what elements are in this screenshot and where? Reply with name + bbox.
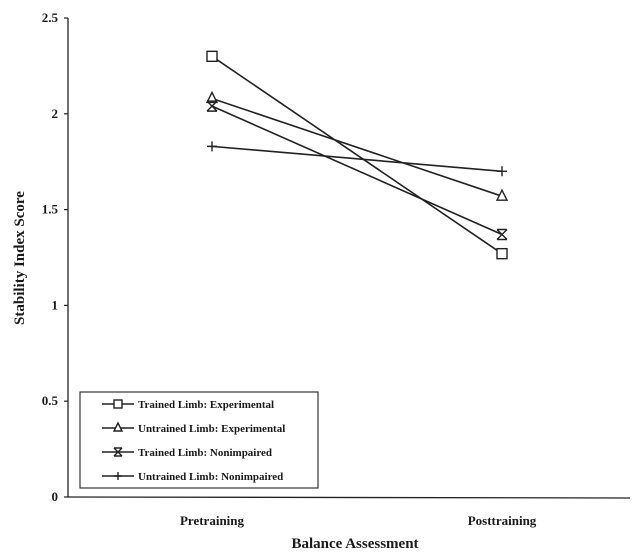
x-tick-label: Pretraining [180,513,245,528]
series-2 [205,90,509,201]
data-point-square [206,50,218,63]
data-point-triangle [205,90,219,104]
data-point-plus [497,166,507,177]
legend-item: Untrained Limb: Nonimpaired [102,471,283,483]
legend-label: Untrained Limb: Experimental [138,423,285,435]
legend-label: Trained Limb: Nonimpaired [138,447,272,459]
series-line [211,55,503,255]
y-tick-label: 0.5 [42,393,59,408]
legend-item: Trained Limb: Experimental [102,399,274,411]
y-tick-label: 1 [52,297,59,312]
legend-marker-plus [114,472,122,480]
y-tick-label: 2.5 [42,10,59,25]
data-point-plus [207,141,217,152]
legend-label: Untrained Limb: Nonimpaired [138,471,283,483]
data-point-square [496,247,508,260]
series-1 [206,50,508,260]
series-line [211,97,503,197]
y-axis-title: Stability Index Score [12,191,28,325]
x-tick-label: Posttraining [468,513,537,528]
legend-marker-square [113,399,123,409]
legend-label: Trained Limb: Experimental [138,399,274,411]
x-axis-line [67,496,631,499]
axes: 0 0.5 1 1.5 2 2.5 Pretraining Posttraining [42,10,631,528]
x-axis-title: Balance Assessment [291,536,418,552]
legend: Trained Limb: Experimental Untrained Limb… [79,391,319,489]
legend-marker-x-cross [113,447,123,457]
series-line [211,105,503,236]
legend-item: Untrained Limb: Experimental [102,421,285,435]
y-tick-label: 0 [52,489,59,504]
data-point-x-cross [496,228,508,241]
series-line [211,145,503,173]
series-group [205,50,509,260]
data-point-triangle [495,188,509,201]
y-tick-label: 1.5 [42,202,59,217]
series-4 [207,141,507,177]
data-point-x-cross [206,100,218,112]
series-3 [206,100,508,241]
legend-item: Trained Limb: Nonimpaired [102,447,272,459]
y-tick-label: 2 [52,106,59,121]
legend-marker-triangle [112,421,124,432]
